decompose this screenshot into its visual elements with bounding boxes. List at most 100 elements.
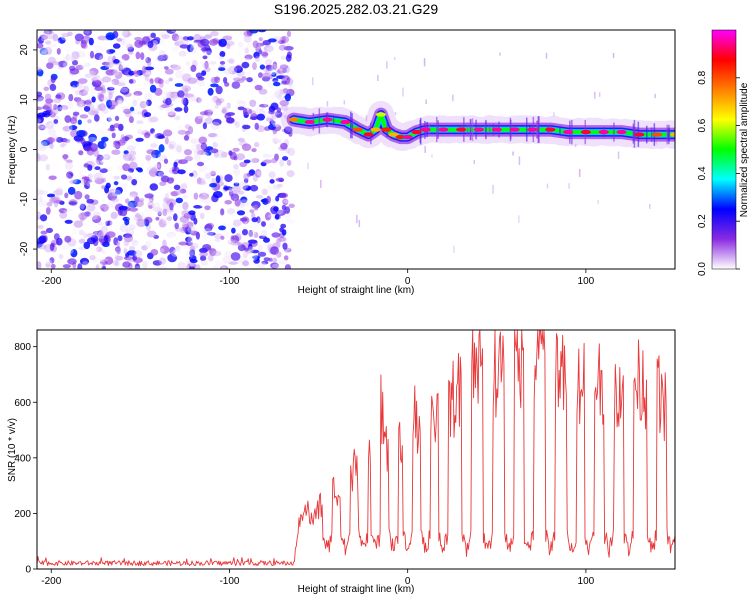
noise-blob bbox=[241, 143, 252, 151]
noise-blob bbox=[79, 114, 89, 119]
noise-blob bbox=[40, 35, 51, 43]
noise-blob bbox=[253, 51, 260, 59]
noise-blob bbox=[167, 111, 176, 118]
noise-blob bbox=[257, 244, 263, 253]
noise-blob bbox=[50, 163, 60, 168]
noise-blob bbox=[258, 72, 263, 78]
noise-blob bbox=[73, 96, 82, 103]
noise-blob bbox=[185, 241, 193, 246]
noise-blob bbox=[103, 154, 111, 161]
chart-title: S196.2025.282.03.21.G29 bbox=[274, 1, 438, 17]
noise-blob bbox=[159, 218, 165, 225]
noise-blob bbox=[177, 125, 184, 130]
noise-blob bbox=[271, 137, 282, 143]
noise-blob bbox=[41, 34, 48, 40]
noise-blob bbox=[256, 216, 261, 224]
noise-blob bbox=[249, 116, 258, 121]
noise-blob bbox=[272, 33, 280, 39]
noise-blob bbox=[109, 221, 115, 226]
noise-blob bbox=[94, 166, 101, 171]
noise-blob bbox=[142, 261, 148, 269]
stray-point bbox=[431, 154, 433, 158]
noise-blob bbox=[204, 117, 213, 125]
noise-blob bbox=[97, 258, 108, 262]
noise-blob bbox=[248, 109, 253, 114]
noise-blob bbox=[181, 222, 189, 228]
spectrogram-content bbox=[37, 30, 675, 269]
noise-blob bbox=[258, 187, 263, 196]
track-streak bbox=[437, 120, 439, 139]
noise-blob bbox=[226, 43, 231, 50]
noise-blob bbox=[157, 211, 162, 217]
noise-blob bbox=[205, 172, 212, 180]
noise-blob bbox=[135, 60, 143, 68]
noise-blob bbox=[143, 112, 152, 118]
noise-blob bbox=[114, 247, 124, 255]
noise-blob bbox=[258, 49, 263, 55]
noise-blob bbox=[150, 128, 155, 134]
noise-blob bbox=[236, 210, 246, 216]
noise-blob bbox=[40, 214, 48, 222]
noise-blob bbox=[213, 264, 219, 269]
noise-blob bbox=[181, 85, 191, 92]
noise-blob bbox=[37, 97, 46, 105]
noise-blob bbox=[101, 249, 106, 254]
noise-blob bbox=[146, 99, 152, 107]
noise-blob bbox=[108, 92, 113, 100]
noise-blob bbox=[272, 184, 282, 190]
noise-blob bbox=[117, 196, 123, 202]
noise-blob bbox=[166, 30, 177, 34]
noise-blob bbox=[44, 30, 50, 37]
noise-blob bbox=[278, 44, 287, 51]
signal-hotspot bbox=[288, 117, 299, 122]
noise-blob bbox=[276, 209, 286, 216]
colorbar: 0.0 0.2 0.4 0.6 0.8 Normalized spectral ampl… bbox=[697, 29, 750, 276]
noise-blob bbox=[182, 223, 190, 233]
noise-blob bbox=[209, 248, 217, 257]
noise-blob bbox=[41, 141, 48, 149]
noise-blob bbox=[198, 198, 204, 208]
noise-blob bbox=[257, 251, 267, 257]
noise-blob bbox=[169, 246, 176, 255]
noise-blob bbox=[194, 50, 199, 55]
noise-blob bbox=[210, 121, 221, 130]
noise-blob bbox=[46, 30, 56, 40]
noise-blob bbox=[107, 86, 115, 91]
track-streak bbox=[667, 128, 669, 141]
noise-blob bbox=[233, 132, 240, 138]
noise-blob bbox=[100, 204, 109, 212]
y-tick-label: 200 bbox=[14, 509, 31, 520]
noise-blob bbox=[133, 257, 143, 264]
noise-blob bbox=[199, 192, 209, 200]
noise-blob bbox=[111, 149, 121, 155]
noise-blob bbox=[70, 80, 80, 88]
noise-blob bbox=[87, 119, 92, 124]
noise-blob bbox=[59, 104, 69, 111]
signal-hotspot bbox=[652, 132, 663, 137]
noise-blob bbox=[83, 232, 88, 239]
noise-blob bbox=[128, 224, 136, 231]
noise-blob bbox=[132, 94, 141, 103]
noise-blob bbox=[243, 34, 252, 43]
noise-blob bbox=[100, 84, 106, 92]
noise-blob bbox=[63, 45, 73, 52]
noise-blob bbox=[43, 102, 53, 110]
noise-blob bbox=[184, 149, 192, 156]
noise-blob bbox=[169, 262, 176, 269]
noise-blob bbox=[39, 47, 48, 55]
x-tick-label: -200 bbox=[41, 576, 61, 587]
noise-blob bbox=[200, 255, 207, 262]
noise-blob bbox=[267, 80, 274, 88]
noise-blob bbox=[286, 30, 292, 38]
noise-blob bbox=[193, 217, 198, 225]
noise-blob bbox=[156, 265, 167, 269]
noise-blob bbox=[61, 223, 70, 228]
noise-blob bbox=[111, 132, 116, 139]
noise-blob bbox=[167, 253, 178, 263]
noise-blob bbox=[263, 45, 274, 53]
track-streak bbox=[633, 129, 636, 139]
noise-blob bbox=[185, 249, 195, 258]
noise-blob bbox=[118, 99, 123, 106]
noise-blob bbox=[59, 31, 66, 38]
signal-hotspot bbox=[474, 127, 484, 132]
